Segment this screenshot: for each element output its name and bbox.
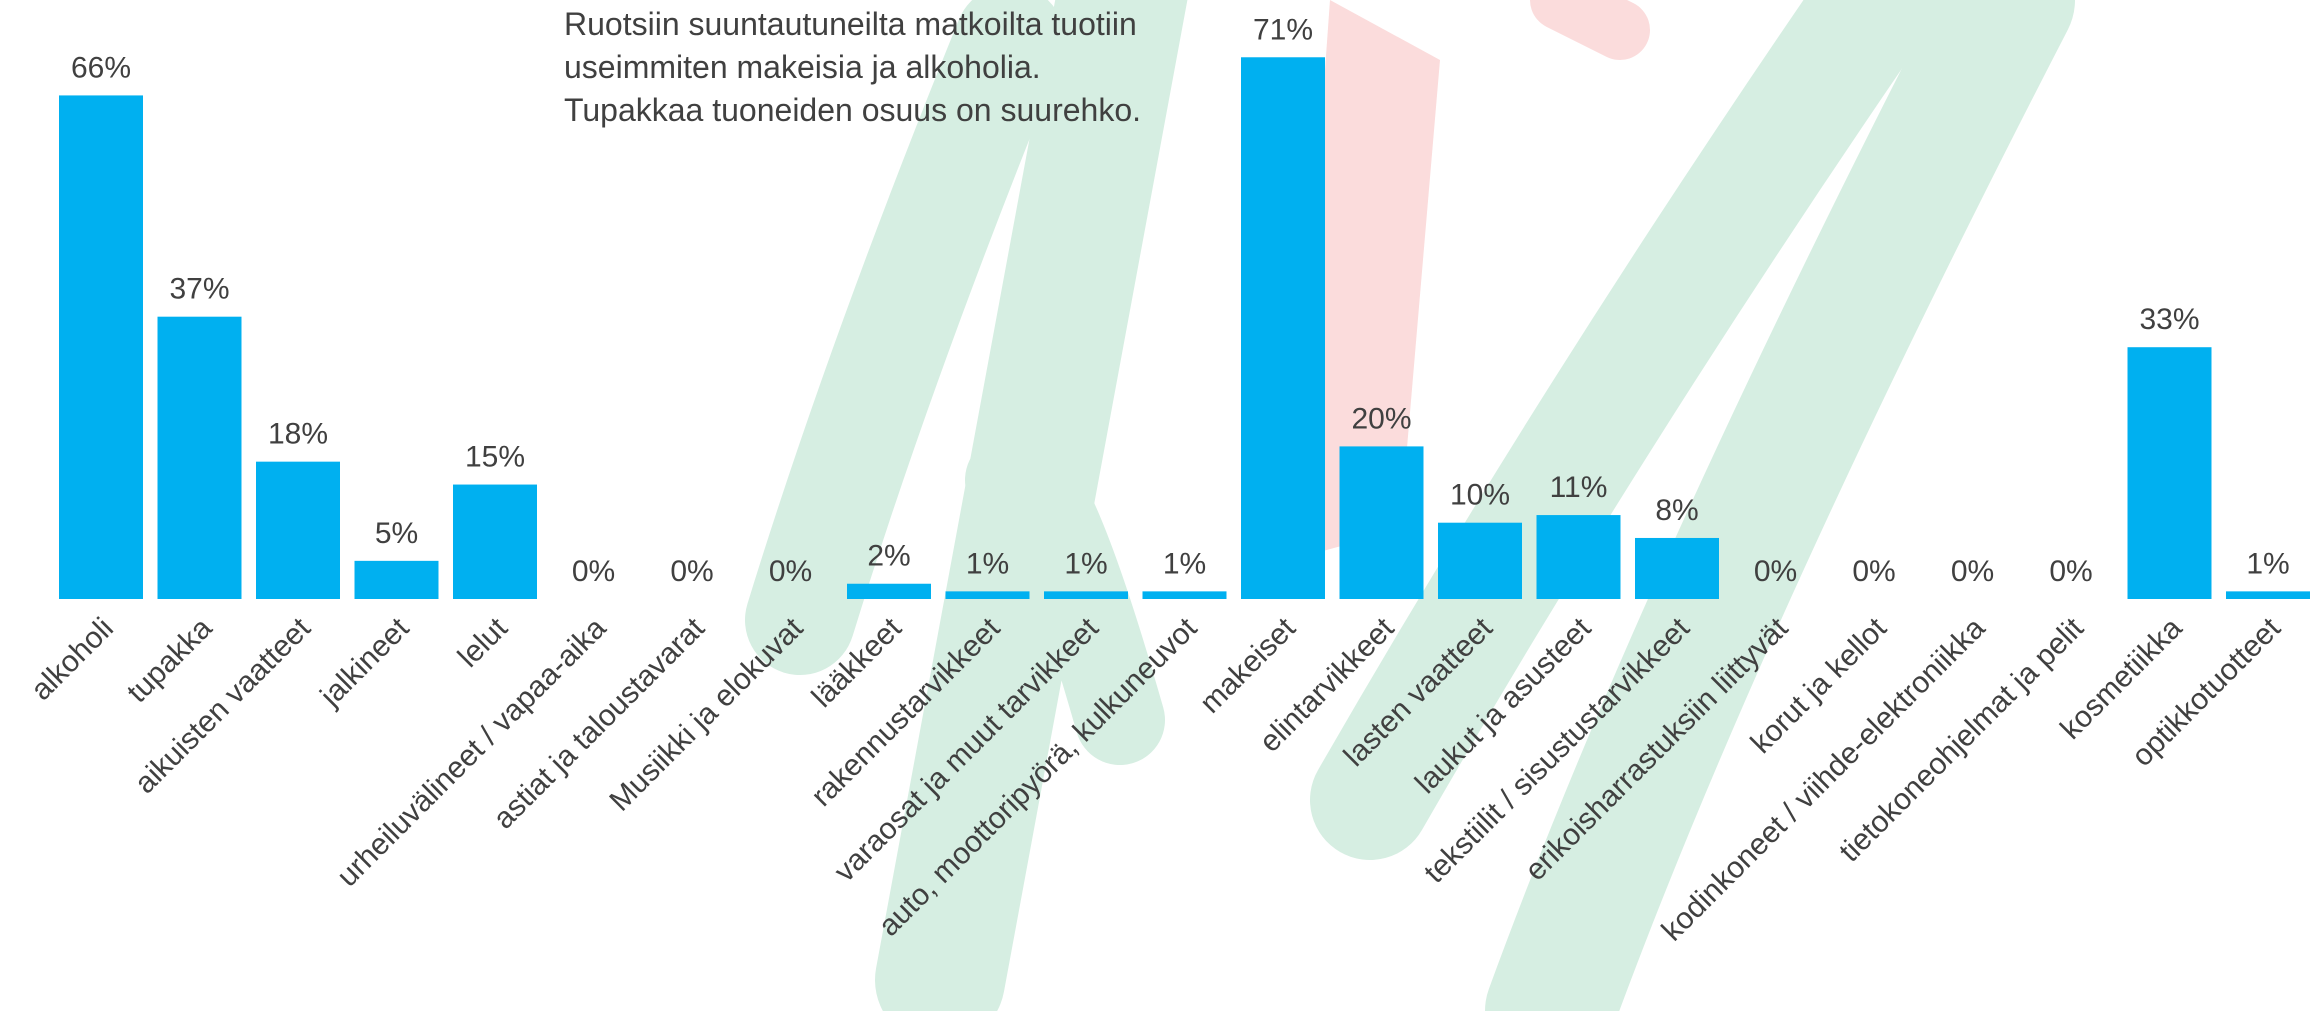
value-label: 0% (2049, 555, 2092, 588)
bar (1635, 538, 1719, 599)
bar (158, 317, 242, 599)
value-label: 2% (867, 540, 910, 573)
value-label: 1% (1064, 547, 1107, 580)
bar (256, 462, 340, 599)
value-label: 8% (1655, 494, 1698, 527)
bar (946, 591, 1030, 599)
value-label: 0% (572, 555, 615, 588)
bar (1044, 591, 1128, 599)
bar (355, 561, 439, 599)
x-tick-label: aikuisten vaatteet (129, 611, 318, 800)
x-tick-label: jalkineet (314, 611, 416, 713)
decor-shape (1560, 0, 1620, 30)
value-label: 20% (1351, 402, 1411, 435)
value-label: 1% (966, 547, 1009, 580)
bar (1537, 515, 1621, 599)
annotation-line: useimmiten makeisia ja alkoholia. (564, 49, 1041, 85)
bar (1340, 446, 1424, 599)
value-label: 1% (2246, 547, 2289, 580)
value-label: 18% (268, 418, 328, 451)
x-tick-label: lelut (452, 611, 515, 674)
bar (1438, 523, 1522, 599)
value-label: 33% (2139, 303, 2199, 336)
bar (2226, 591, 2310, 599)
value-label: 0% (1754, 555, 1797, 588)
annotation-line: Ruotsiin suuntautuneilta matkoilta tuoti… (564, 6, 1137, 42)
bar (453, 485, 537, 599)
value-label: 1% (1163, 547, 1206, 580)
bar (59, 95, 143, 599)
x-tick-label: tupakka (121, 611, 219, 709)
value-label: 0% (1852, 555, 1895, 588)
chart: Ruotsiin suuntautuneilta matkoilta tuoti… (0, 0, 2315, 1011)
value-label: 15% (465, 441, 525, 474)
page: Ruotsiin suuntautuneilta matkoilta tuoti… (0, 0, 2315, 1011)
value-label: 37% (169, 273, 229, 306)
bar (2128, 347, 2212, 599)
value-label: 71% (1253, 13, 1313, 46)
bar (1143, 591, 1227, 599)
value-label: 10% (1450, 479, 1510, 512)
value-label: 5% (375, 517, 418, 550)
annotation-line: Tupakkaa tuoneiden osuus on suurehko. (564, 92, 1141, 128)
bar (847, 584, 931, 599)
bar (1241, 57, 1325, 599)
value-label: 0% (769, 555, 812, 588)
value-label: 0% (1951, 555, 1994, 588)
value-label: 0% (670, 555, 713, 588)
x-tick-label: alkoholi (25, 612, 120, 707)
value-label: 66% (71, 51, 131, 84)
x-tick-label: Musiikki ja elokuvat (603, 611, 810, 818)
value-label: 11% (1550, 471, 1608, 504)
